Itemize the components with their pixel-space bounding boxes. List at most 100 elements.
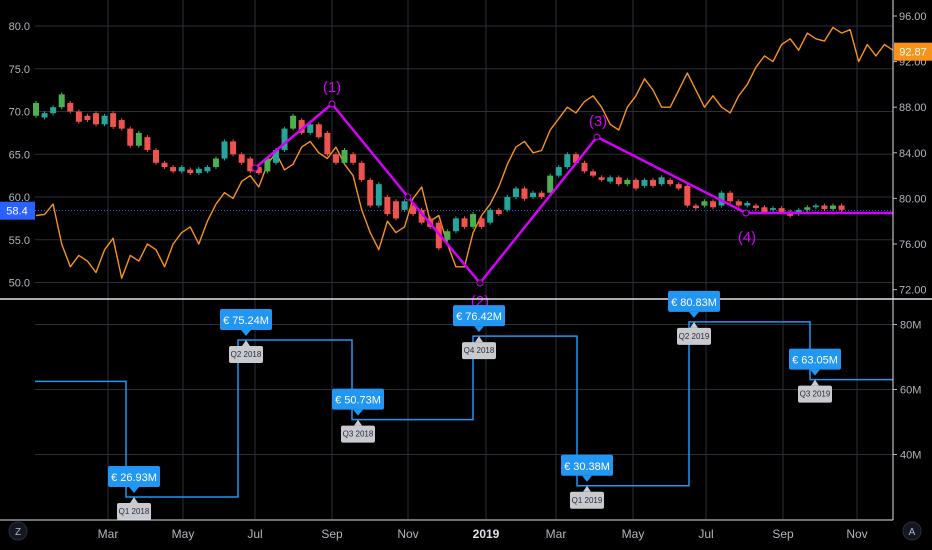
candlestick[interactable] xyxy=(144,135,151,152)
candlestick[interactable] xyxy=(281,126,288,152)
candlestick[interactable] xyxy=(675,182,682,191)
candlestick[interactable] xyxy=(101,113,108,127)
candlestick[interactable] xyxy=(581,160,588,174)
candlestick[interactable] xyxy=(487,207,494,225)
candlestick[interactable] xyxy=(135,130,142,148)
candlestick[interactable] xyxy=(812,203,819,210)
revenue-axis[interactable]: 80M 60M 40M xyxy=(893,320,921,462)
candlestick[interactable] xyxy=(118,118,125,131)
candlestick[interactable] xyxy=(607,175,614,184)
quarter-tag[interactable]: Q2 2019 xyxy=(677,321,711,345)
candlestick[interactable] xyxy=(264,156,271,174)
candlestick[interactable] xyxy=(341,147,348,165)
revenue-badge[interactable]: € 30.38M xyxy=(561,454,613,482)
time-axis[interactable]: Mar May Jul Sep Nov 2019 Mar May Jul Sep Nov xyxy=(98,527,868,541)
revenue-badge[interactable]: € 76.42M xyxy=(453,305,505,333)
candlestick[interactable] xyxy=(804,205,811,212)
candlestick[interactable] xyxy=(658,175,665,187)
candlestick[interactable] xyxy=(367,177,374,208)
candlestick[interactable] xyxy=(718,190,725,208)
candlestick[interactable] xyxy=(821,203,828,211)
candlestick[interactable] xyxy=(684,183,691,208)
candlestick[interactable] xyxy=(204,165,211,174)
candlestick[interactable] xyxy=(727,190,734,204)
candlestick[interactable] xyxy=(324,130,331,157)
candlestick[interactable] xyxy=(127,126,134,148)
candlestick[interactable] xyxy=(701,199,708,208)
candlestick[interactable] xyxy=(710,199,717,210)
candlestick[interactable] xyxy=(830,203,837,211)
candlestick[interactable] xyxy=(41,111,48,120)
quarter-tag[interactable]: Q3 2018 xyxy=(341,419,375,443)
comparison-line[interactable] xyxy=(35,26,894,279)
candlestick[interactable] xyxy=(247,156,254,174)
candlestick[interactable] xyxy=(375,182,382,208)
candlestick[interactable] xyxy=(512,186,519,199)
candlestick[interactable] xyxy=(110,111,117,129)
candlestick[interactable] xyxy=(350,152,357,165)
candlestick[interactable] xyxy=(632,177,639,191)
candlestick[interactable] xyxy=(84,113,91,123)
candlestick[interactable] xyxy=(230,139,237,157)
elliott-wave-point[interactable] xyxy=(476,279,484,287)
revenue-badge[interactable]: € 75.24M xyxy=(220,308,272,336)
left-price-axis[interactable]: 80.0 75.0 70.0 65.0 60.0 55.0 50.0 58.4 xyxy=(0,21,35,290)
elliott-wave-point[interactable] xyxy=(404,193,412,201)
revenue-pane[interactable]: € 26.93M Q1 2018 € 75.24M Q2 2018 € 50.73M Q3… xyxy=(35,290,893,520)
candlestick[interactable] xyxy=(75,109,82,124)
price-pane[interactable]: (1)(2)(3)(4) xyxy=(33,26,894,310)
candlestick[interactable] xyxy=(624,177,631,187)
candlestick[interactable] xyxy=(521,186,528,201)
candlestick[interactable] xyxy=(615,175,622,187)
candlestick[interactable] xyxy=(478,216,485,229)
elliott-wave-point[interactable] xyxy=(593,133,601,141)
last-price-label[interactable]: 58.4 xyxy=(0,201,35,220)
candlestick[interactable] xyxy=(838,203,845,212)
candlestick[interactable] xyxy=(564,152,571,170)
candlestick[interactable] xyxy=(221,139,228,161)
candlestick[interactable] xyxy=(461,216,468,229)
candlestick[interactable] xyxy=(50,105,57,116)
candlestick[interactable] xyxy=(590,169,597,178)
candlestick[interactable] xyxy=(692,203,699,211)
revenue-badge[interactable]: € 50.73M xyxy=(332,388,384,416)
candlestick[interactable] xyxy=(384,195,391,217)
quarter-tag[interactable]: Q3 2019 xyxy=(798,379,832,403)
candlestick[interactable] xyxy=(33,100,39,118)
candlestick[interactable] xyxy=(452,216,459,234)
candlestick[interactable] xyxy=(667,177,674,187)
revenue-step-line[interactable] xyxy=(35,321,893,498)
candlestick[interactable] xyxy=(770,206,777,212)
candlestick[interactable] xyxy=(555,165,562,178)
quarter-tag[interactable]: Q1 2018 xyxy=(117,496,151,520)
quarter-tag[interactable]: Q4 2018 xyxy=(462,336,496,360)
candlestick[interactable] xyxy=(152,147,159,165)
elliott-wave-point[interactable] xyxy=(251,164,259,172)
candlestick[interactable] xyxy=(641,177,648,188)
candlestick[interactable] xyxy=(307,122,314,135)
candlestick[interactable] xyxy=(67,100,74,114)
candlestick[interactable] xyxy=(298,118,305,135)
candlestick[interactable] xyxy=(212,156,219,170)
quarter-tag[interactable]: Q2 2018 xyxy=(229,339,263,363)
revenue-badge[interactable]: € 26.93M xyxy=(108,465,160,493)
last-comparison-label[interactable]: 92.87 xyxy=(894,42,932,61)
elliott-wave-point[interactable] xyxy=(742,209,750,217)
candlestick[interactable] xyxy=(187,167,194,176)
candlestick[interactable] xyxy=(752,203,759,211)
candlestick[interactable] xyxy=(650,177,657,188)
candlestick[interactable] xyxy=(538,190,545,199)
candlestick[interactable] xyxy=(195,166,202,176)
candlestick[interactable] xyxy=(530,190,537,199)
candlestick[interactable] xyxy=(178,165,185,174)
candlestick[interactable] xyxy=(504,195,511,212)
quarter-tag[interactable]: Q1 2019 xyxy=(570,485,604,509)
candlestick[interactable] xyxy=(444,229,451,242)
candlestick[interactable] xyxy=(470,212,477,229)
candlestick[interactable] xyxy=(598,175,605,182)
candlestick[interactable] xyxy=(735,199,742,208)
candlestick[interactable] xyxy=(315,122,322,140)
candlestick[interactable] xyxy=(255,165,262,176)
candlestick[interactable] xyxy=(170,165,177,174)
